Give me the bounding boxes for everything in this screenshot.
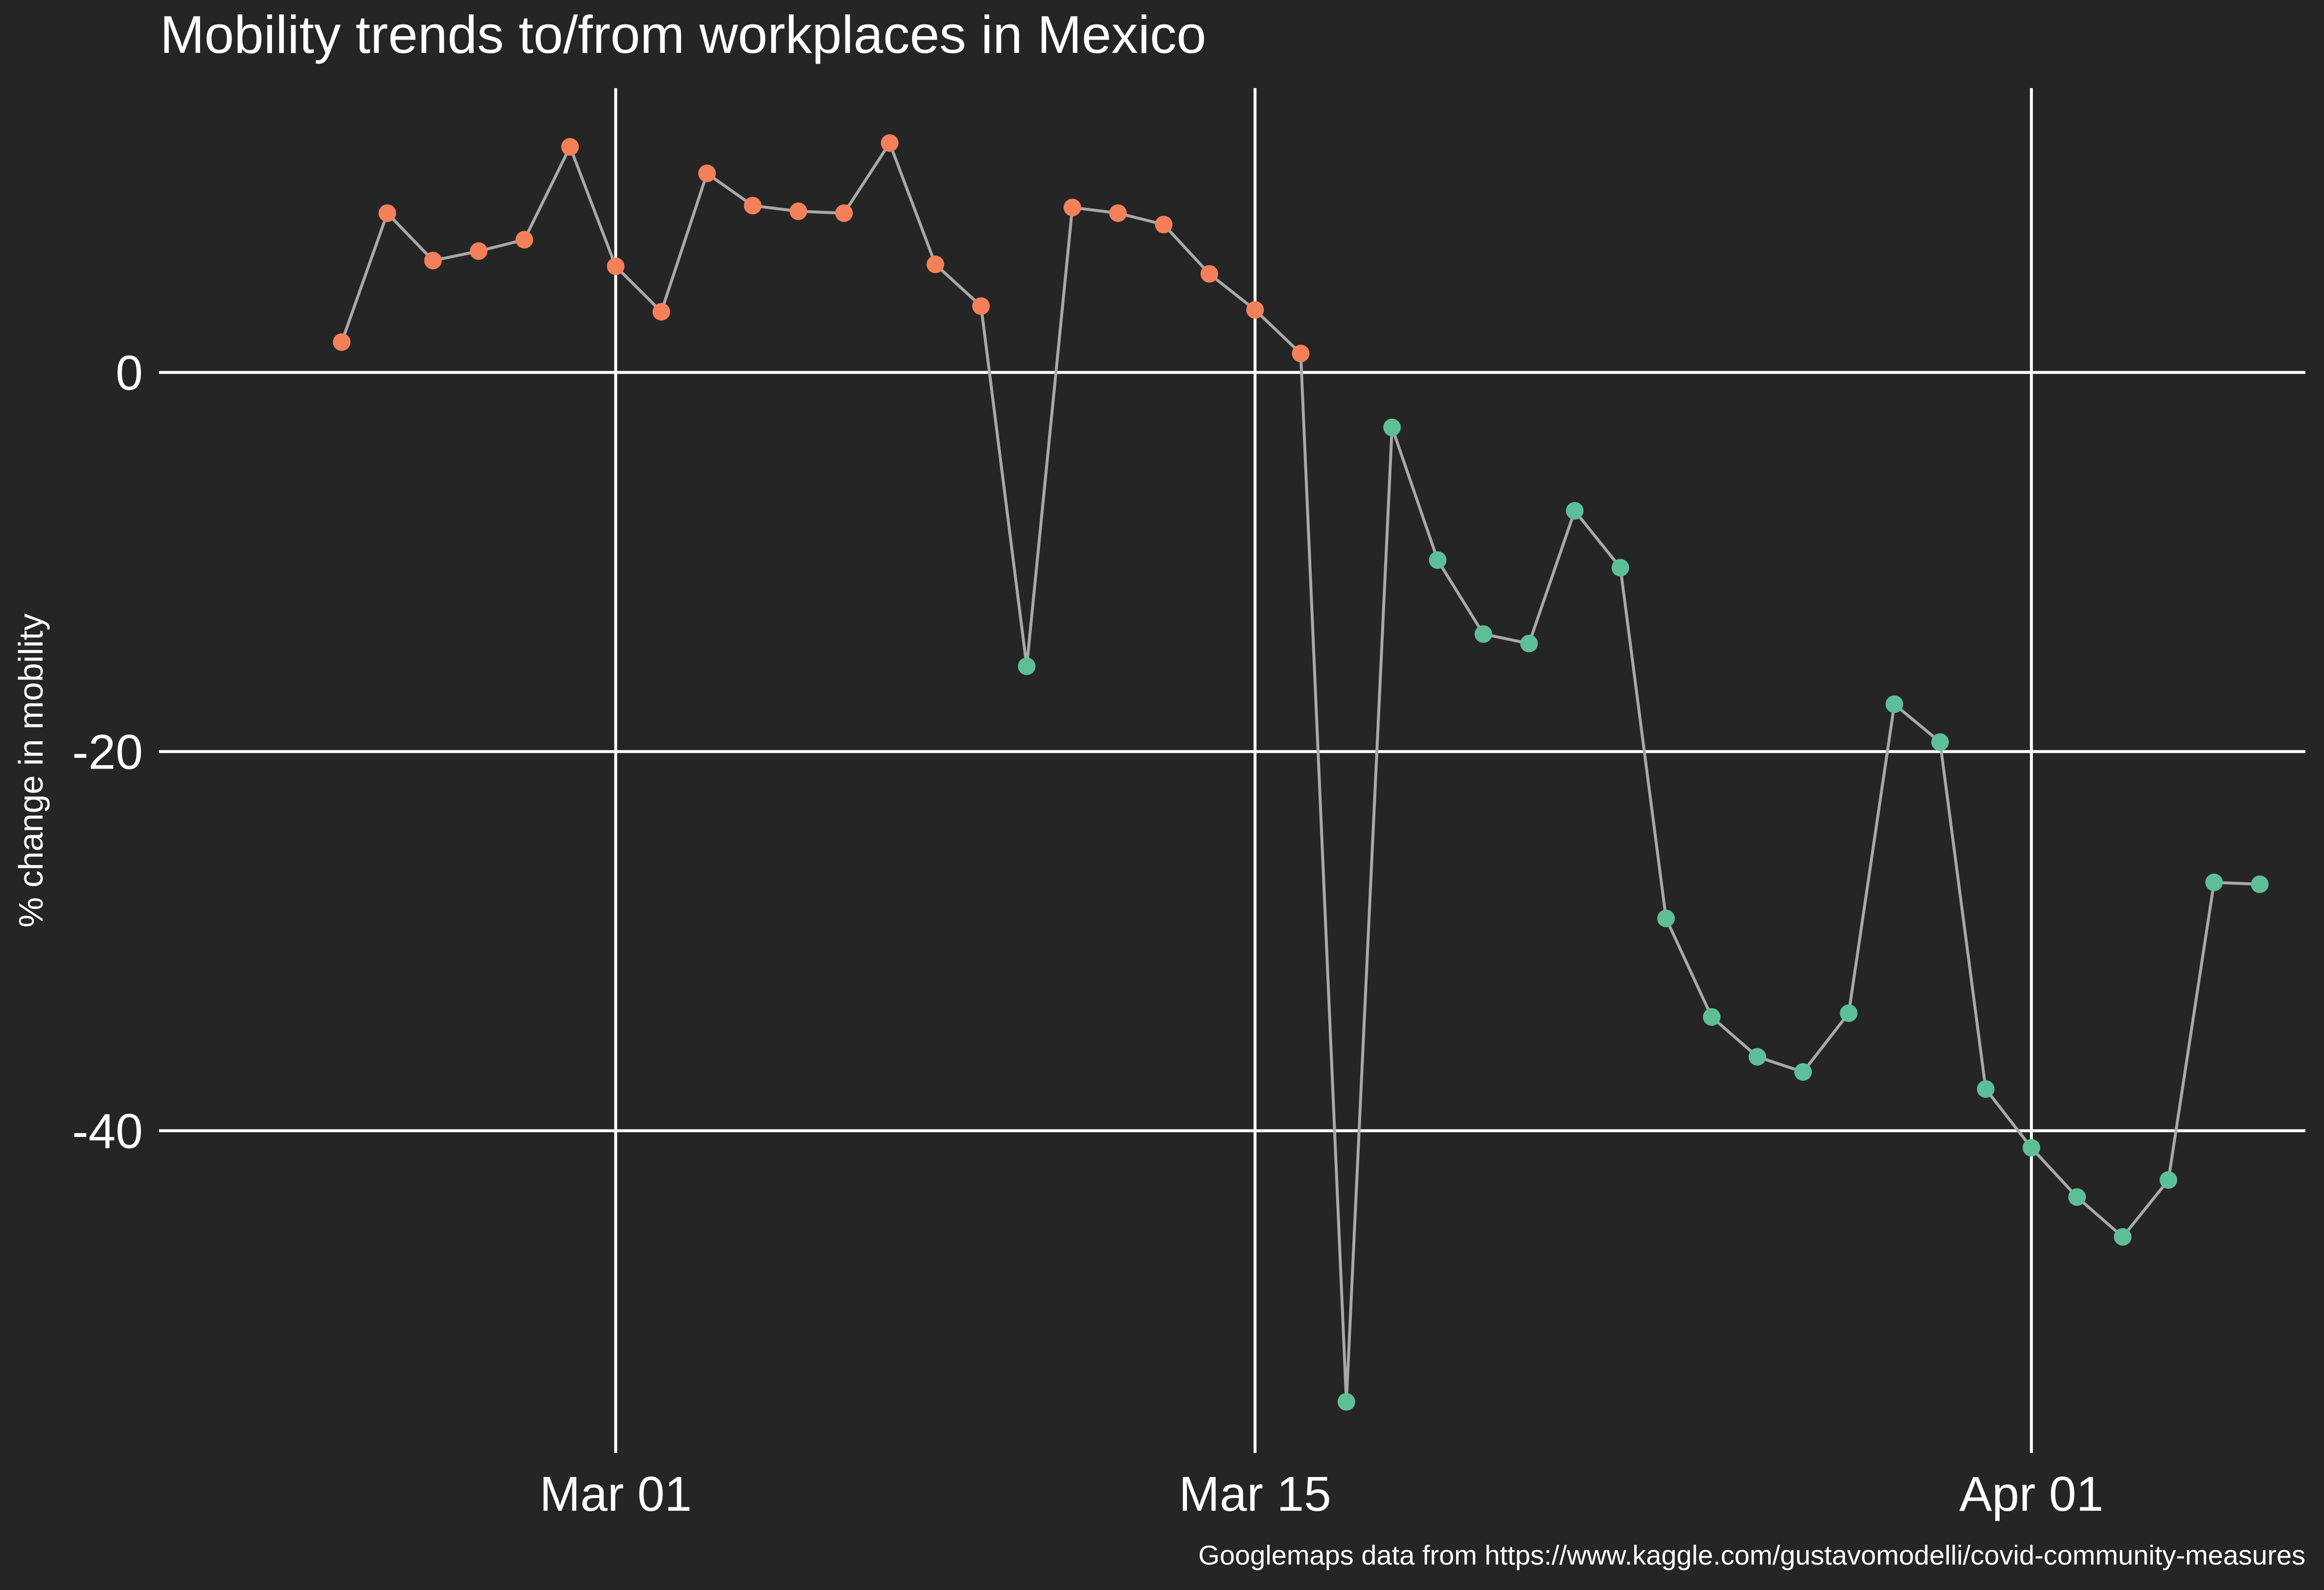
data-point <box>1063 199 1081 217</box>
data-point <box>972 297 990 315</box>
data-point <box>1703 1008 1721 1026</box>
data-point <box>2114 1228 2132 1246</box>
data-point <box>652 303 670 321</box>
data-point <box>881 134 899 152</box>
data-point <box>1337 1393 1355 1411</box>
data-point <box>1885 695 1903 713</box>
data-point <box>698 164 716 182</box>
y-tick-label: -40 <box>72 1104 143 1158</box>
y-axis-title: % change in mobility <box>12 613 50 928</box>
data-point <box>2068 1188 2086 1206</box>
chart-title: Mobility trends to/from workplaces in Me… <box>160 5 1206 65</box>
data-point <box>561 138 579 156</box>
y-tick-label: 0 <box>115 345 143 400</box>
data-point <box>2251 875 2269 893</box>
data-point <box>1155 216 1173 233</box>
data-point <box>515 231 533 249</box>
data-point <box>744 197 762 215</box>
data-point <box>1748 1048 1766 1066</box>
data-point <box>1611 559 1629 577</box>
data-point <box>1657 909 1675 928</box>
y-axis-tick-labels: 0 -20 -40 <box>72 345 143 1158</box>
data-point <box>926 255 944 273</box>
data-point <box>1246 301 1264 319</box>
data-point <box>1292 344 1310 363</box>
data-point <box>835 204 853 222</box>
data-point <box>1977 1080 1995 1098</box>
y-tick-label: -20 <box>72 725 143 779</box>
data-point <box>2023 1139 2040 1157</box>
data-point <box>1520 635 1538 653</box>
data-point <box>378 204 396 222</box>
data-point <box>1383 418 1401 436</box>
data-point <box>1109 204 1127 222</box>
data-point <box>1474 625 1492 643</box>
data-point <box>470 242 488 260</box>
data-point <box>2160 1171 2177 1189</box>
data-point <box>1794 1063 1812 1081</box>
data-point <box>1018 657 1036 675</box>
data-source-caption: Googlemaps data from https://www.kaggle.… <box>1198 1540 2305 1570</box>
x-tick-label: Apr 01 <box>1959 1467 2104 1522</box>
data-point <box>2205 873 2223 891</box>
data-point <box>789 202 807 220</box>
data-point <box>1566 502 1584 520</box>
data-point <box>424 251 442 270</box>
x-axis-tick-labels: Mar 01 Mar 15 Apr 01 <box>540 1467 2103 1522</box>
data-point <box>333 333 351 351</box>
data-point <box>1931 733 1949 751</box>
data-point <box>1200 265 1218 283</box>
data-points <box>333 134 2269 1411</box>
x-tick-label: Mar 01 <box>540 1467 692 1522</box>
data-point <box>1840 1004 1858 1022</box>
x-tick-label: Mar 15 <box>1179 1467 1331 1522</box>
data-point <box>1429 551 1447 569</box>
data-point <box>607 257 625 275</box>
